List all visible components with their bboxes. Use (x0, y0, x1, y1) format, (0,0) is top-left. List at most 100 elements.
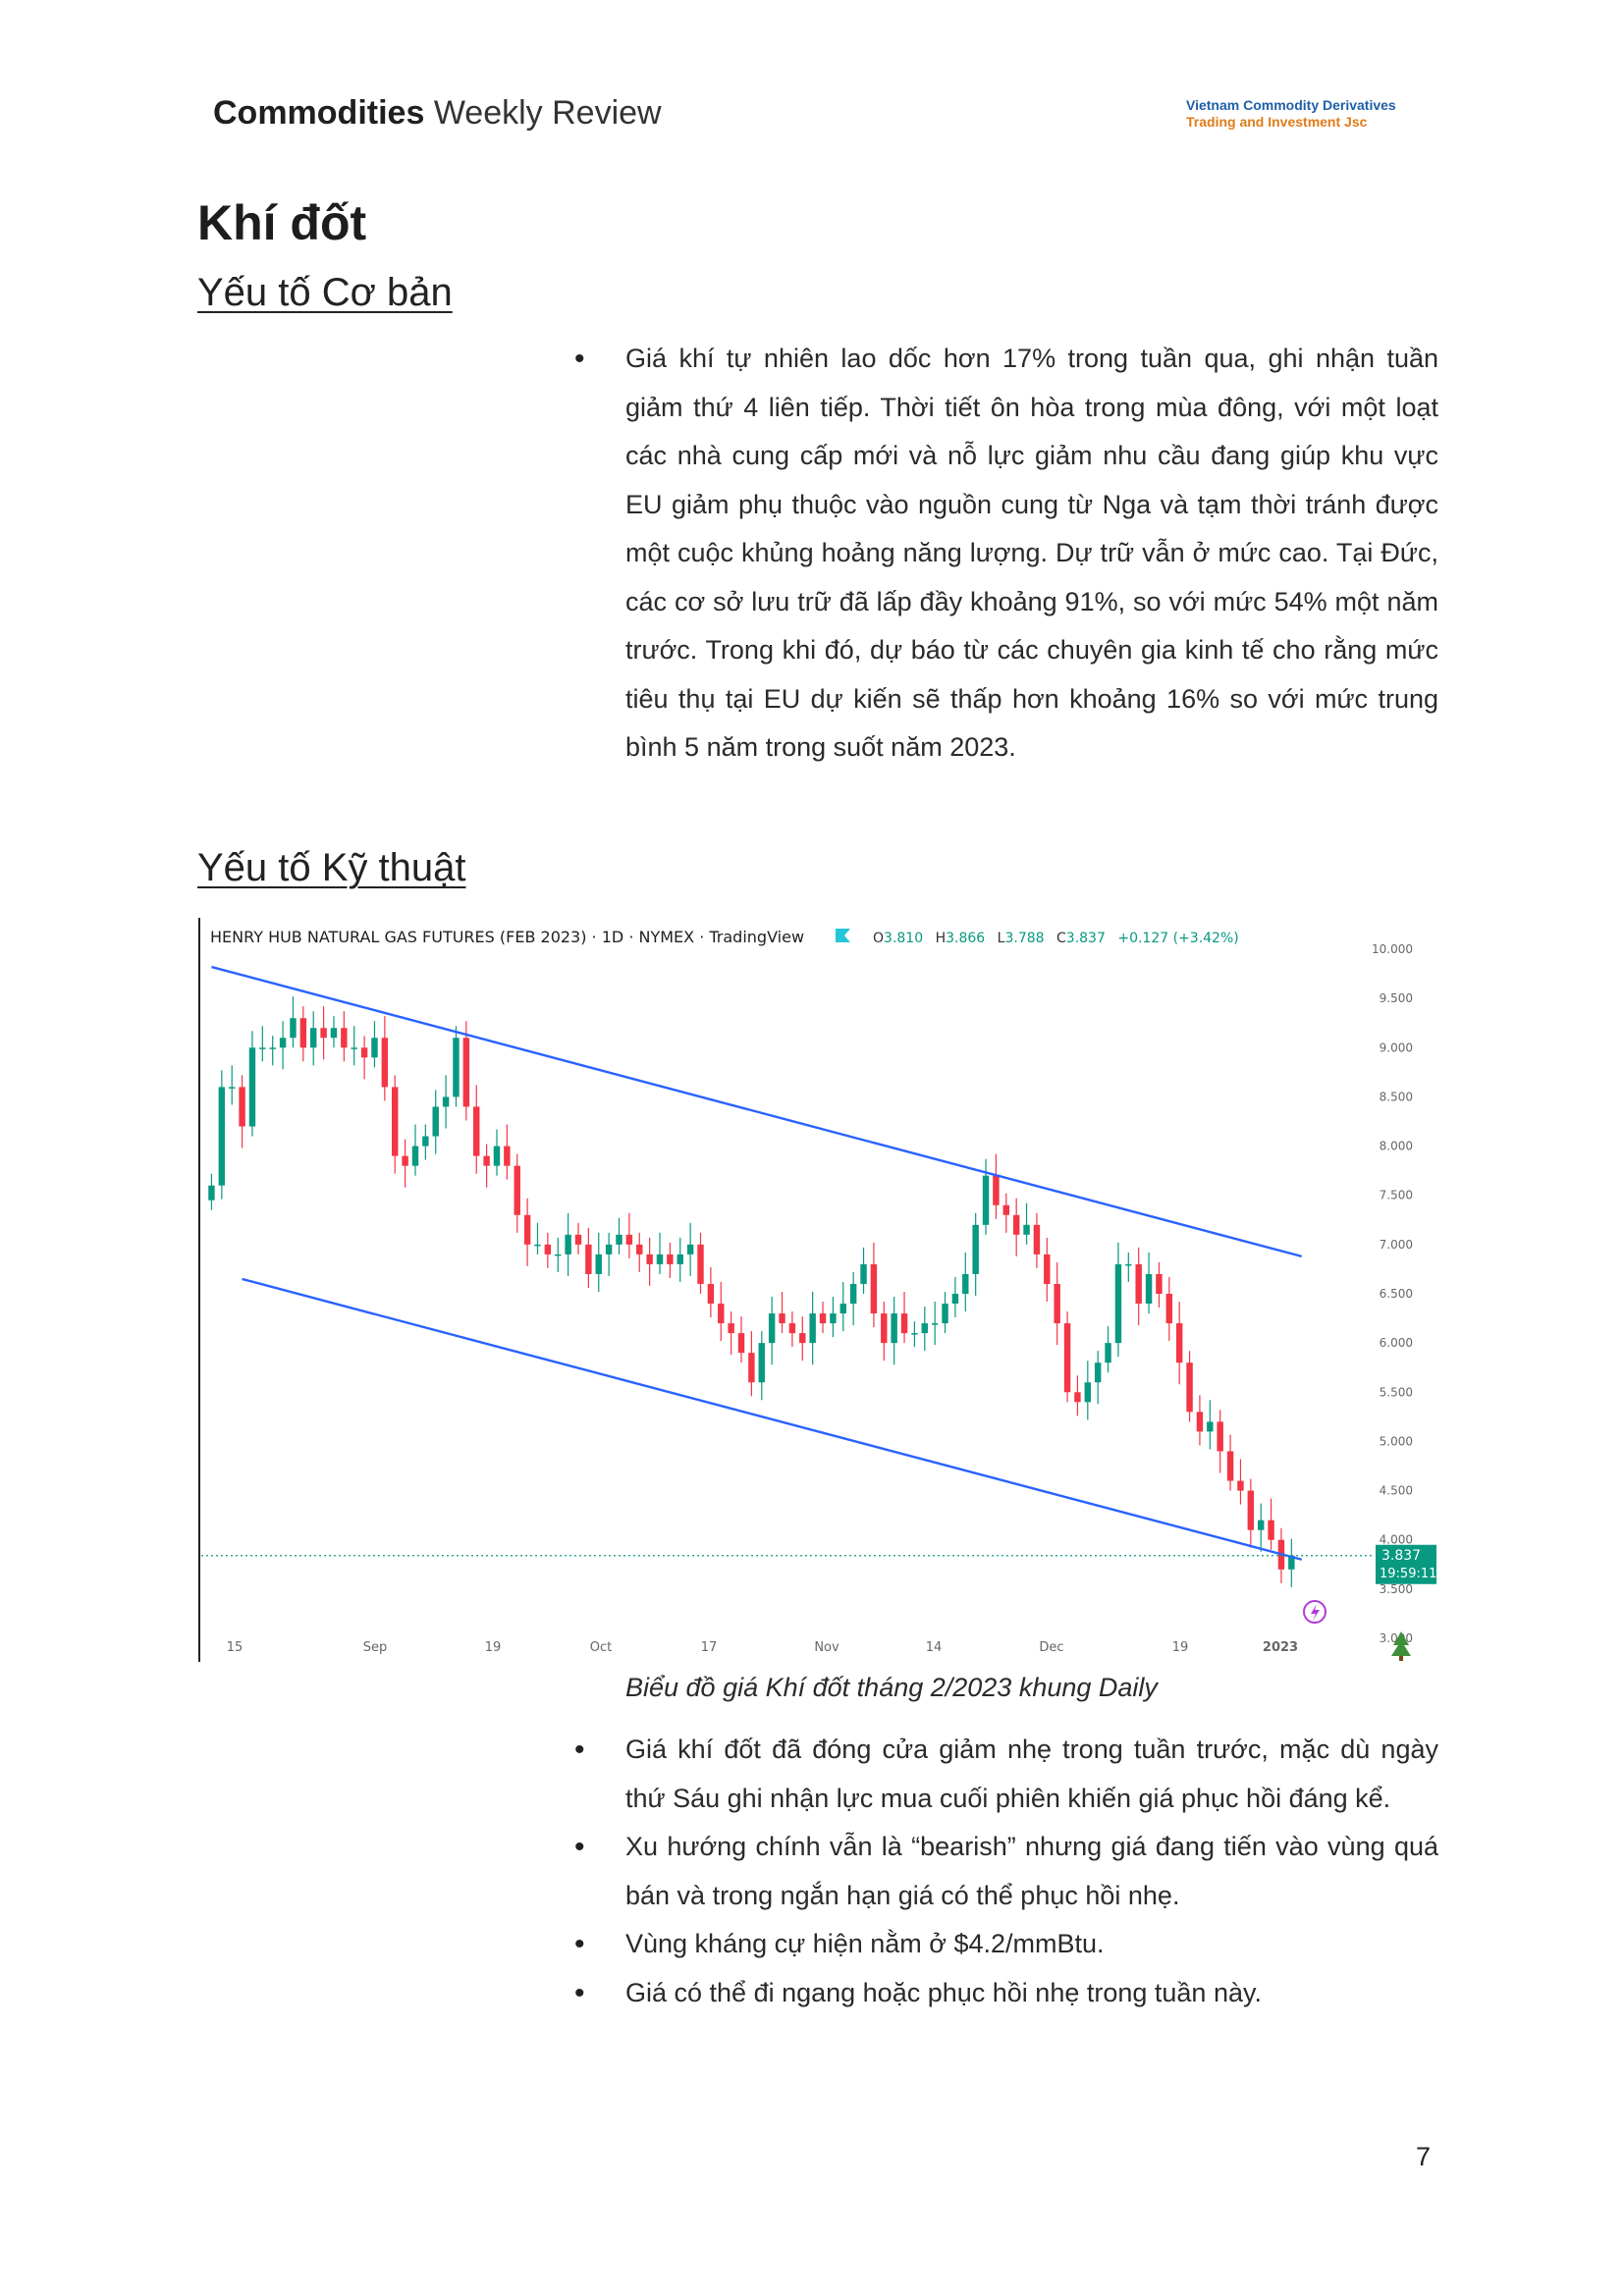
candle-body (239, 1087, 245, 1127)
trendline (242, 1277, 1303, 1561)
tradingview-icon (836, 929, 850, 942)
candle-body (1237, 1480, 1244, 1491)
fundamentals-bullet: Giá khí tự nhiên lao dốc hơn 17% trong t… (574, 335, 1438, 773)
candle-body (972, 1224, 979, 1274)
candle-body (565, 1234, 571, 1255)
candle-body (870, 1263, 878, 1314)
candle-body (1217, 1421, 1223, 1452)
candle-body (351, 1047, 357, 1049)
candle-body (523, 1214, 531, 1245)
candle-body (544, 1244, 552, 1255)
candle-body (860, 1263, 867, 1284)
y-tick-label: 4.000 (1380, 1533, 1413, 1547)
header-title: Commodities Weekly Review (213, 94, 662, 133)
price-chart: HENRY HUB NATURAL GAS FUTURES (FEB 2023)… (195, 908, 1440, 1662)
candle-body (1114, 1263, 1122, 1344)
candle-body (1207, 1421, 1214, 1432)
candle-body (514, 1165, 520, 1215)
candle-body (1145, 1273, 1153, 1305)
candle-body (473, 1106, 480, 1156)
candle-body (931, 1323, 939, 1325)
candle-body (667, 1254, 674, 1264)
x-tick-label: 17 (701, 1640, 718, 1655)
header-title-rest: Weekly Review (433, 94, 662, 132)
y-tick-label: 8.500 (1380, 1090, 1413, 1103)
y-tick-label: 7.000 (1380, 1238, 1413, 1252)
candle-body (962, 1273, 969, 1294)
candle-body (830, 1313, 837, 1324)
candle-body (360, 1047, 368, 1058)
candle-body (290, 1018, 297, 1039)
candle-body (534, 1244, 541, 1247)
candle-body (768, 1313, 776, 1344)
x-tick-label: 14 (926, 1640, 943, 1655)
candle-body (707, 1283, 715, 1305)
technical-bullet: Vùng kháng cự hiện nằm ở $4.2/mmBtu. (574, 1920, 1438, 1969)
candle-body (453, 1038, 460, 1097)
candle-body (951, 1294, 959, 1305)
logo-line-2: Trading and Investment Jsc (1186, 114, 1368, 130)
candle-body (1268, 1520, 1274, 1540)
candle-body (442, 1096, 450, 1107)
x-tick-label: 2023 (1263, 1640, 1298, 1655)
candle-body (686, 1244, 694, 1255)
candle-body (697, 1244, 704, 1284)
fundamentals-heading: Yếu tố Cơ bản (197, 271, 453, 314)
candle-body (881, 1313, 888, 1344)
candle-body (218, 1087, 226, 1186)
y-tick-label: 9.500 (1380, 991, 1413, 1005)
candle-body (1135, 1263, 1142, 1305)
x-tick-label: Nov (814, 1640, 839, 1655)
candle-body (911, 1333, 918, 1335)
candle-body (942, 1304, 948, 1324)
technical-bullet: Giá có thể đi ngang hoặc phục hồi nhẹ tr… (574, 1969, 1438, 2018)
candle-body (341, 1028, 348, 1048)
candle-body (1196, 1412, 1204, 1432)
candle-body (993, 1175, 1000, 1205)
y-tick-label: 8.000 (1380, 1140, 1413, 1153)
alert-icon (1303, 1600, 1326, 1624)
candle-body (809, 1313, 816, 1344)
candle-body (728, 1323, 734, 1334)
ohlc-readout: O3.810 H3.866 L3.788 C3.837 +0.127 (+3.4… (873, 931, 1239, 946)
candle-body (1105, 1343, 1111, 1363)
y-tick-label: 3.500 (1380, 1582, 1413, 1596)
candle-body (504, 1146, 511, 1166)
candle-body (1288, 1555, 1295, 1570)
candle-body (585, 1244, 592, 1274)
candle-body (228, 1087, 236, 1089)
technical-bullets: Giá khí đốt đã đóng cửa giảm nhẹ trong t… (574, 1726, 1438, 2017)
candle-body (656, 1254, 664, 1264)
candle-body (574, 1234, 582, 1245)
technical-bullet: Xu hướng chính vẫn là “bearish” nhưng gi… (574, 1823, 1438, 1920)
price-label: 3.837 (1381, 1548, 1421, 1564)
candle-body (891, 1313, 897, 1344)
header-title-bold: Commodities (213, 94, 425, 132)
page-number: 7 (1416, 2142, 1432, 2171)
x-tick-label: 15 (227, 1640, 244, 1655)
x-tick-label: Oct (590, 1640, 612, 1655)
y-tick-label: 5.000 (1380, 1434, 1413, 1448)
candle-body (309, 1028, 317, 1048)
candle-body (1156, 1273, 1163, 1294)
candle-body (1247, 1490, 1255, 1530)
y-tick-label: 6.000 (1380, 1336, 1413, 1350)
candle-body (748, 1353, 755, 1383)
candle-body (1002, 1204, 1010, 1215)
candle-body (758, 1343, 765, 1383)
candle-body (1084, 1382, 1092, 1403)
section-title: Khí đốt (197, 195, 367, 250)
candle-body (330, 1028, 338, 1039)
candle-body (462, 1038, 470, 1107)
y-tick-label: 7.500 (1380, 1189, 1413, 1202)
candle-body (248, 1047, 256, 1127)
y-tick-label: 6.500 (1380, 1287, 1413, 1301)
candle-body (432, 1106, 439, 1137)
price-countdown: 19:59:11 (1380, 1567, 1436, 1581)
candle-body (779, 1313, 785, 1324)
candle-body (1226, 1451, 1234, 1481)
candle-body (1257, 1520, 1265, 1530)
candle-body (1165, 1294, 1173, 1324)
candle-body (616, 1234, 623, 1245)
x-tick-label: 19 (1172, 1640, 1189, 1655)
